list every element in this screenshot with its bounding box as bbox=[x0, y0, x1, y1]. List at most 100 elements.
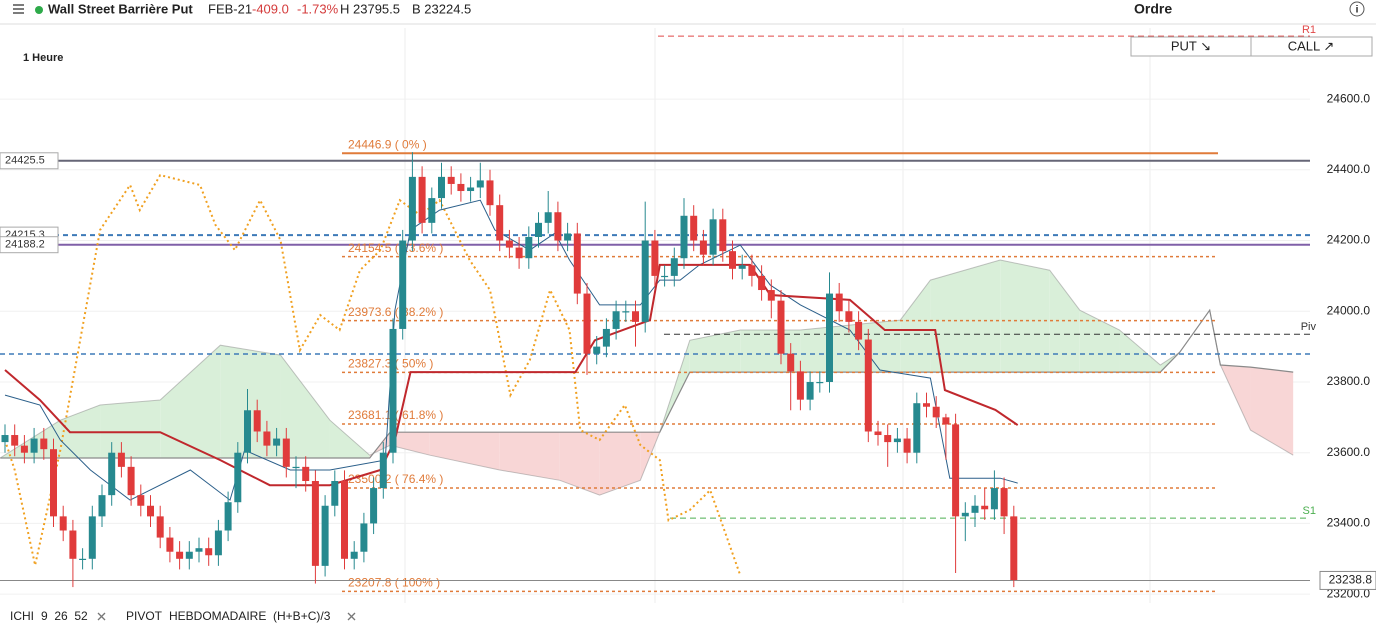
candle-body bbox=[370, 488, 378, 524]
candle-body bbox=[680, 215, 688, 259]
pivot-label: S1 bbox=[1303, 505, 1316, 517]
candle-body bbox=[273, 438, 281, 446]
candle-body bbox=[981, 505, 989, 510]
candle-body bbox=[651, 240, 659, 276]
cloud-segment bbox=[1119, 329, 1161, 373]
candle-body bbox=[816, 381, 824, 384]
remove-icon[interactable] bbox=[347, 612, 356, 621]
candle-body bbox=[137, 495, 145, 506]
candle-body bbox=[496, 205, 504, 241]
indicator-name: PIVOT bbox=[126, 609, 163, 623]
candle-body bbox=[729, 251, 736, 269]
candle-body bbox=[971, 505, 979, 513]
candle-body bbox=[1010, 516, 1018, 581]
pivot-label: Piv bbox=[1301, 321, 1317, 333]
cloud-segment bbox=[800, 320, 901, 373]
svg-text:i: i bbox=[1356, 5, 1359, 16]
last-price-label: 23238.8 bbox=[1329, 573, 1373, 587]
candle-body bbox=[389, 328, 397, 453]
candle-body bbox=[622, 311, 630, 313]
cloud-segment bbox=[220, 345, 281, 459]
candle-body bbox=[719, 219, 727, 252]
indicator-name: ICHI bbox=[10, 609, 34, 623]
candle-body bbox=[709, 219, 717, 255]
candle-body bbox=[311, 480, 319, 566]
candle-body bbox=[564, 233, 572, 241]
order-title: Ordre bbox=[1134, 1, 1172, 17]
candle-body bbox=[942, 417, 950, 425]
candle-body bbox=[360, 523, 368, 552]
change: -409.0 bbox=[252, 1, 289, 16]
fib-label: 24154.5 ( 23.6% ) bbox=[348, 241, 443, 255]
candle-body bbox=[302, 466, 310, 481]
candle-body bbox=[796, 371, 804, 400]
put-button[interactable]: PUT ↘ bbox=[1130, 36, 1252, 57]
cloud-segment bbox=[599, 432, 641, 496]
candle-body bbox=[806, 381, 814, 400]
cloud-segment bbox=[930, 259, 1001, 373]
candle-body bbox=[282, 438, 290, 467]
candle-body bbox=[893, 438, 901, 443]
candle-body bbox=[612, 311, 620, 329]
indicator-bar: ICHI 9 26 52 PIVOT HEBDOMADAIRE (H+B+C)/… bbox=[10, 609, 356, 623]
cloud-segment bbox=[1250, 367, 1294, 456]
y-tick-label: 23800.0 bbox=[1327, 374, 1371, 388]
price-line-box bbox=[0, 236, 59, 254]
change-pct: -1.73% bbox=[297, 1, 339, 16]
candle-body bbox=[418, 176, 426, 223]
remove-icon[interactable] bbox=[97, 612, 106, 621]
y-tick-label: 24400.0 bbox=[1327, 162, 1371, 176]
y-tick-label: 24200.0 bbox=[1327, 233, 1371, 247]
cloud-segment bbox=[390, 432, 430, 456]
indicator-params: 9 26 52 bbox=[41, 609, 88, 623]
candle-body bbox=[20, 445, 28, 453]
candle-body bbox=[826, 293, 833, 382]
candle-body bbox=[428, 198, 436, 223]
price-line-label: 24188.2 bbox=[5, 239, 45, 251]
candle-body bbox=[535, 222, 542, 237]
menu-icon[interactable] bbox=[13, 4, 24, 14]
candle-body bbox=[147, 505, 154, 517]
candle-body bbox=[835, 293, 843, 312]
high: H 23795.5 bbox=[340, 1, 400, 16]
call-button[interactable]: CALL ↗ bbox=[1250, 36, 1373, 57]
cloud-segment bbox=[559, 432, 600, 496]
candle-body bbox=[855, 321, 863, 340]
candle-body bbox=[321, 505, 329, 566]
fib-label: 23973.6 ( 38.2% ) bbox=[348, 305, 443, 319]
candle-body bbox=[224, 502, 232, 531]
last-price-box bbox=[1319, 570, 1376, 590]
candle-body bbox=[234, 452, 242, 503]
candle-body bbox=[205, 548, 213, 556]
candle-body bbox=[166, 537, 174, 552]
candle-body bbox=[670, 258, 678, 276]
candle-body bbox=[292, 466, 300, 469]
candle-body bbox=[176, 551, 184, 559]
candle-body bbox=[632, 311, 639, 322]
candle-body bbox=[263, 431, 271, 446]
cloud-segment bbox=[740, 329, 801, 373]
cloud-segment bbox=[100, 400, 161, 459]
candle-body bbox=[214, 530, 222, 556]
info-icon[interactable]: i bbox=[1349, 1, 1365, 17]
candle-body bbox=[1, 435, 9, 443]
call-label: CALL ↗ bbox=[1288, 38, 1335, 53]
candle-body bbox=[331, 480, 339, 506]
timeframe: 1 Heure bbox=[23, 52, 63, 64]
candle-body bbox=[467, 187, 475, 192]
candle-body bbox=[79, 558, 87, 560]
candle-body bbox=[758, 275, 766, 291]
indicator-params: HEBDOMADAIRE (H+B+C)/3 bbox=[169, 609, 331, 623]
candle-body bbox=[117, 452, 125, 467]
candle-body bbox=[486, 180, 494, 206]
cloud-segment bbox=[900, 280, 931, 373]
kijun-line bbox=[4, 263, 1019, 487]
candle-body bbox=[476, 180, 484, 188]
fib-label: 23500.2 ( 76.4% ) bbox=[348, 472, 443, 486]
low: B 23224.5 bbox=[412, 1, 471, 16]
price-line-box bbox=[0, 152, 59, 170]
candle-body bbox=[69, 530, 77, 559]
candle-body bbox=[738, 265, 746, 269]
candle-body bbox=[952, 424, 960, 517]
